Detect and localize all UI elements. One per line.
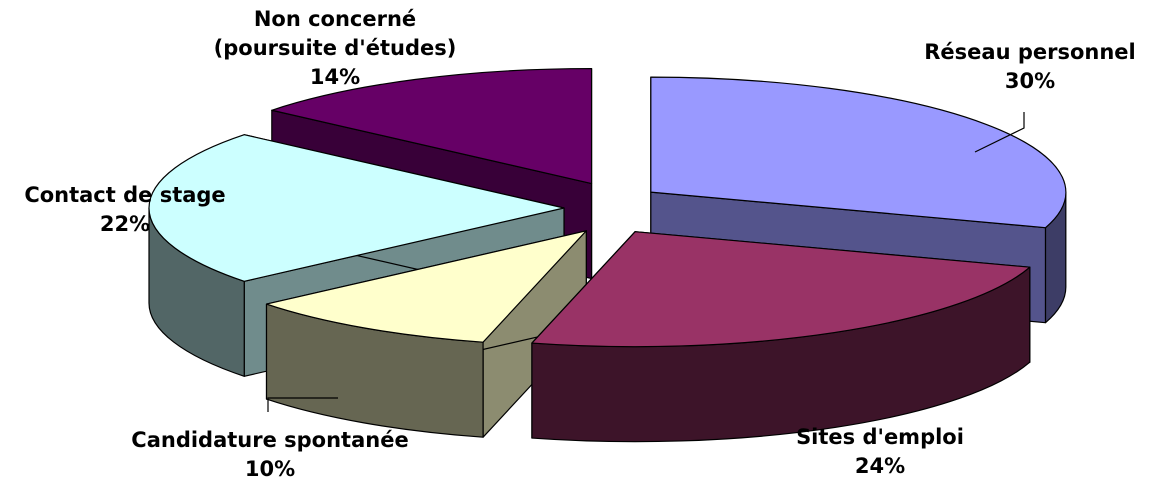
label-name-line-1: Sites d'emploi bbox=[796, 425, 964, 449]
label-name-line-1: Non concerné bbox=[253, 7, 417, 31]
label-sites-emploi: Sites d'emploi 24% bbox=[760, 423, 1000, 481]
label-non-concerne: Non concerné (poursuite d'études) 14% bbox=[190, 5, 480, 92]
label-percent: 22% bbox=[99, 212, 151, 236]
label-candidature-spontanee: Candidature spontanée 10% bbox=[100, 426, 440, 484]
label-name-line-2: (poursuite d'études) bbox=[213, 36, 457, 60]
pie-slice-top bbox=[265, 230, 587, 343]
pie-slice-top bbox=[271, 67, 593, 185]
label-percent: 30% bbox=[1004, 69, 1056, 93]
label-name-line-1: Réseau personnel bbox=[924, 40, 1136, 64]
label-percent: 24% bbox=[854, 454, 906, 478]
label-name-line-1: Candidature spontanée bbox=[131, 428, 409, 452]
pie-slice-top bbox=[531, 231, 1031, 348]
label-name-line-1: Contact de stage bbox=[24, 183, 226, 207]
leader-line-reseau-personnel bbox=[974, 112, 1025, 153]
leader-line-candidature-spontanee bbox=[267, 397, 338, 412]
pie-slice-top bbox=[148, 134, 565, 282]
pie-slice-2 bbox=[265, 230, 587, 438]
pie-slice-1 bbox=[531, 231, 1031, 443]
label-percent: 10% bbox=[244, 457, 296, 481]
pie-slice-top bbox=[650, 76, 1067, 229]
label-percent: 14% bbox=[309, 65, 361, 89]
label-contact-de-stage: Contact de stage 22% bbox=[0, 181, 250, 239]
label-reseau-personnel: Réseau personnel 30% bbox=[900, 38, 1149, 96]
